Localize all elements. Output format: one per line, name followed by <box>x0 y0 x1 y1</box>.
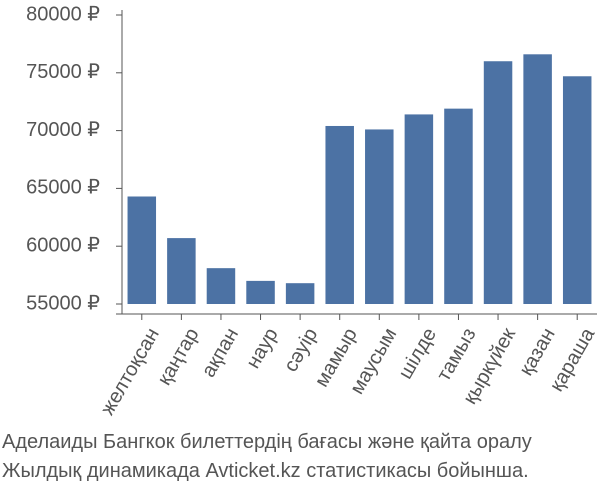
bar <box>285 283 315 304</box>
bar <box>127 196 157 304</box>
y-axis-ticks: 55000 ₽ 60000 ₽ 65000 ₽ 70000 ₽ 75000 ₽ 80000… <box>26 3 122 314</box>
x-tick-label: сәуір <box>280 324 322 375</box>
y-tick-label: 80000 ₽ <box>26 3 100 25</box>
bar <box>246 280 275 304</box>
y-tick-label: 65000 ₽ <box>26 177 100 199</box>
y-tick-label: 75000 ₽ <box>26 61 100 83</box>
bar <box>404 114 434 304</box>
chart-axes <box>116 10 597 315</box>
x-tick-label: ақпан <box>198 324 243 381</box>
bar <box>444 108 473 304</box>
y-tick-label: 70000 ₽ <box>26 119 100 141</box>
bar <box>365 129 394 304</box>
bar <box>325 125 354 304</box>
chart-bars <box>127 54 592 304</box>
x-tick-label: желтоқсан <box>97 324 164 419</box>
bar <box>483 61 513 304</box>
bar <box>167 238 196 304</box>
y-tick-label: 60000 ₽ <box>26 234 100 256</box>
price-bar-chart: 55000 ₽ 60000 ₽ 65000 ₽ 70000 ₽ 75000 ₽ 80000… <box>26 3 600 419</box>
x-tick-label: наур <box>242 324 282 372</box>
y-tick-label: 55000 ₽ <box>26 292 100 314</box>
bar <box>562 76 592 304</box>
caption-line-2: Жылдық динамикада Avticket.kz статистика… <box>2 460 529 482</box>
caption-line-1: Аделаиды Бангкок билеттердің бағасы және… <box>2 431 532 453</box>
bar <box>523 54 552 304</box>
bar <box>206 268 236 304</box>
